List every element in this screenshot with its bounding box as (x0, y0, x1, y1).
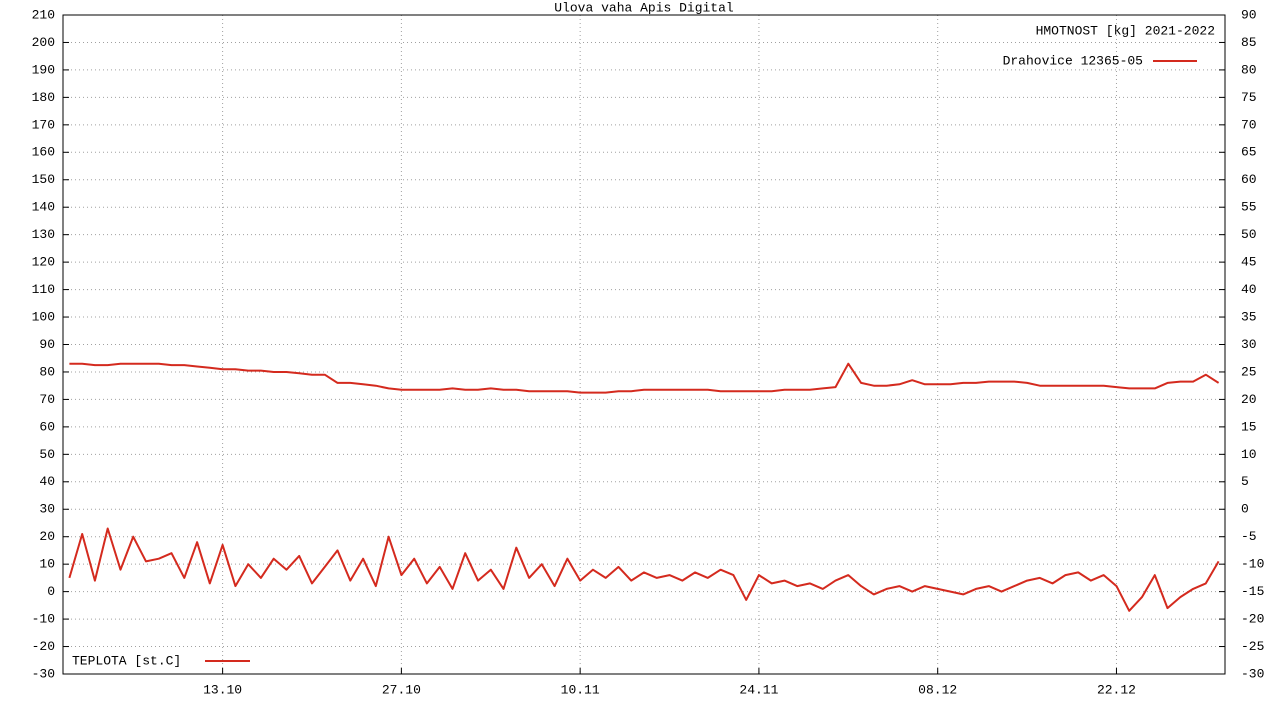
y-tick-label: -30 (32, 666, 55, 681)
x-tick-label: 22.12 (1097, 682, 1136, 697)
y2-tick-label: 0 (1241, 502, 1249, 517)
y-tick-label: 190 (32, 62, 55, 77)
y-tick-label: 80 (39, 364, 55, 379)
y2-tick-label: 70 (1241, 117, 1257, 132)
x-tick-label: 10.11 (561, 682, 600, 697)
y-tick-label: 120 (32, 255, 55, 270)
y-tick-label: 130 (32, 227, 55, 242)
y-tick-label: 160 (32, 145, 55, 160)
chart-title: Ulova vaha Apis Digital (554, 0, 734, 15)
y2-tick-label: 40 (1241, 282, 1257, 297)
y-tick-label: 180 (32, 90, 55, 105)
y2-tick-label: 25 (1241, 364, 1257, 379)
y2-tick-label: 20 (1241, 392, 1257, 407)
x-tick-label: 13.10 (203, 682, 242, 697)
y2-tick-label: -20 (1241, 612, 1264, 627)
y-tick-label: 100 (32, 309, 55, 324)
y2-tick-label: 5 (1241, 474, 1249, 489)
series-line (69, 362, 1220, 394)
y2-tick-label: 80 (1241, 62, 1257, 77)
y-tick-label: 150 (32, 172, 55, 187)
y2-tick-label: 60 (1241, 172, 1257, 187)
y2-tick-label: 75 (1241, 90, 1257, 105)
y-axis-label: HMOTNOST [kg] 2021-2022 (1036, 23, 1215, 38)
y2-tick-label: -30 (1241, 666, 1264, 681)
y2-tick-label: 45 (1241, 255, 1257, 270)
y2-tick-label: 50 (1241, 227, 1257, 242)
y2-tick-label: 10 (1241, 447, 1257, 462)
y-tick-label: 50 (39, 447, 55, 462)
y2-tick-label: -10 (1241, 557, 1264, 572)
y-tick-label: 110 (32, 282, 55, 297)
y-tick-label: 20 (39, 529, 55, 544)
y-tick-label: 210 (32, 7, 55, 22)
plot-frame (62, 14, 1226, 675)
y2-tick-label: -5 (1241, 529, 1257, 544)
y-tick-label: 170 (32, 117, 55, 132)
legend-label: TEPLOTA [st.C] (72, 653, 181, 668)
y-tick-label: 200 (32, 35, 55, 50)
series-line (68, 527, 1220, 612)
y-tick-label: -10 (32, 612, 55, 627)
y2-tick-label: 85 (1241, 35, 1257, 50)
y2-tick-label: 30 (1241, 337, 1257, 352)
y-tick-label: 60 (39, 419, 55, 434)
y-tick-label: 140 (32, 200, 55, 215)
y-tick-label: 30 (39, 502, 55, 517)
x-tick-label: 27.10 (382, 682, 421, 697)
x-tick-label: 08.12 (918, 682, 957, 697)
y-tick-label: 10 (39, 557, 55, 572)
y-tick-label: 40 (39, 474, 55, 489)
y-tick-label: -20 (32, 639, 55, 654)
y2-tick-label: 15 (1241, 419, 1257, 434)
y2-tick-label: 35 (1241, 309, 1257, 324)
y2-tick-label: -15 (1241, 584, 1264, 599)
y-tick-label: 90 (39, 337, 55, 352)
y2-tick-label: 55 (1241, 200, 1257, 215)
y-tick-label: 70 (39, 392, 55, 407)
x-tick-label: 24.11 (739, 682, 778, 697)
y-tick-label: 0 (47, 584, 55, 599)
y2-tick-label: 90 (1241, 7, 1257, 22)
y2-tick-label: -25 (1241, 639, 1264, 654)
legend-label: Drahovice 12365-05 (1003, 53, 1143, 68)
y2-tick-label: 65 (1241, 145, 1257, 160)
